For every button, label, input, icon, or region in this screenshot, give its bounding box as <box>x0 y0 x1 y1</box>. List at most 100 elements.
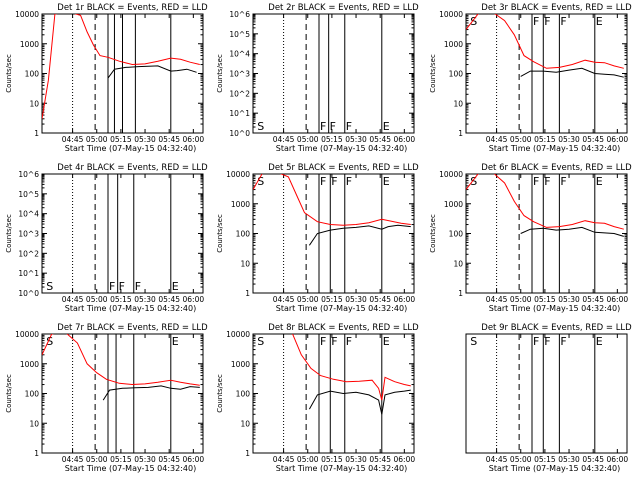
x-tick-label: 06:00 <box>607 135 629 144</box>
x-tick-label: 05:30 <box>345 135 367 144</box>
plot-frame <box>41 333 204 454</box>
lld-series-line <box>42 14 200 119</box>
x-tick-label: 06:00 <box>607 455 629 464</box>
event-marker-label: F <box>331 335 337 348</box>
event-marker-label: S <box>46 280 53 293</box>
y-tick-label: 10^3 <box>229 70 250 79</box>
y-tick-label: 10 <box>453 259 463 268</box>
x-tick-label: 06:00 <box>394 455 416 464</box>
panel-det-4: Det 4r BLACK = Events, RED = LLD 10^0 10^1… <box>5 163 208 313</box>
y-tick-label: 100 <box>25 70 40 79</box>
y-axis-label: Counts/sec <box>5 374 13 413</box>
event-marker-label: F <box>346 175 352 188</box>
event-marker-label: F <box>331 175 337 188</box>
y-tick-label: 1000 <box>20 40 39 49</box>
y-tick-label: 100 <box>449 230 464 239</box>
y-axis-label: Counts/sec <box>216 374 224 413</box>
event-marker-label: F <box>320 175 326 188</box>
events-series-line <box>308 389 411 415</box>
y-axis-label: Counts/sec <box>429 54 437 93</box>
y-tick-label: 1000 <box>231 200 250 209</box>
y-tick-label: 10^5 <box>229 30 250 39</box>
x-axis-label: Start Time (07-May-15 04:32:40) <box>489 464 620 473</box>
events-series-line <box>520 226 624 237</box>
panel-det-3: Det 3r BLACK = Events, RED = LLD 1 10 100 10… <box>429 3 632 153</box>
y-tick-label: 1000 <box>444 40 463 49</box>
y-tick-label: 1 <box>34 449 39 458</box>
x-tick-label: 06:00 <box>183 135 205 144</box>
event-marker-label: F <box>533 15 539 28</box>
events-series-line <box>308 224 411 246</box>
y-tick-label: 10^6 <box>229 10 250 19</box>
x-tick-label: 05:45 <box>369 135 391 144</box>
plot-frame <box>252 173 415 294</box>
y-tick-label: 10 <box>453 99 463 108</box>
x-tick-label: 04:45 <box>62 295 84 304</box>
y-axis-label: Counts/sec <box>5 54 13 93</box>
event-marker-label: E <box>596 175 603 188</box>
event-marker-label: S <box>470 335 477 348</box>
lld-series-line <box>466 14 624 69</box>
x-tick-label: 05:15 <box>321 295 343 304</box>
x-tick-label: 05:15 <box>534 455 556 464</box>
y-axis-label: Counts/sec <box>429 214 437 253</box>
event-marker-label: F <box>119 280 125 293</box>
x-tick-label: 06:00 <box>183 295 205 304</box>
plot-frame <box>252 13 415 134</box>
y-tick-label: 10^4 <box>229 50 250 59</box>
y-tick-label: 1 <box>34 129 39 138</box>
event-marker-label: E <box>383 120 390 133</box>
event-marker-label: S <box>470 15 477 28</box>
event-marker-label: F <box>346 120 352 133</box>
x-tick-label: 06:00 <box>394 135 416 144</box>
plot-frame <box>465 173 628 294</box>
panel-title: Det 2r BLACK = Events, RED = LLD <box>268 3 419 13</box>
y-tick-label: 10^6 <box>18 170 39 179</box>
panel-det-8: Det 8r BLACK = Events, RED = LLD 1 10 100 10… <box>216 323 419 473</box>
event-marker-label: S <box>257 175 264 188</box>
y-tick-label: 10^2 <box>18 249 39 258</box>
panel-title: Det 8r BLACK = Events, RED = LLD <box>268 323 419 333</box>
event-marker-label: E <box>596 15 603 28</box>
event-marker-label: E <box>383 335 390 348</box>
event-marker-label: F <box>560 335 566 348</box>
x-tick-label: 05:30 <box>558 455 580 464</box>
x-axis-label: Start Time (07-May-15 04:32:40) <box>65 144 196 153</box>
y-tick-label: 10^1 <box>18 269 39 278</box>
event-marker-label: E <box>172 280 179 293</box>
panel-det-1: Det 1r BLACK = Events, RED = LLD 1 10 100 10… <box>5 3 208 153</box>
panel-title: Det 7r BLACK = Events, RED = LLD <box>57 323 208 333</box>
lld-series-line <box>466 174 624 230</box>
x-tick-label: 05:00 <box>297 455 319 464</box>
x-tick-label: 05:00 <box>510 295 532 304</box>
plot-frame <box>41 173 204 294</box>
y-tick-label: 10^2 <box>229 89 250 98</box>
x-tick-label: 05:00 <box>510 455 532 464</box>
x-tick-label: 05:30 <box>345 455 367 464</box>
event-marker-label: F <box>544 15 550 28</box>
y-tick-label: 10000 <box>439 170 463 179</box>
x-tick-label: 05:15 <box>321 135 343 144</box>
x-tick-label: 04:45 <box>486 135 508 144</box>
x-tick-label: 05:15 <box>110 135 132 144</box>
y-tick-label: 1 <box>458 289 463 298</box>
y-tick-label: 10000 <box>439 10 463 19</box>
y-tick-label: 10^4 <box>18 210 39 219</box>
x-tick-label: 05:15 <box>321 455 343 464</box>
x-axis-label: Start Time (07-May-15 04:32:40) <box>489 144 620 153</box>
events-series-line <box>102 385 200 401</box>
x-tick-label: 05:15 <box>534 135 556 144</box>
x-tick-label: 05:45 <box>158 455 180 464</box>
x-axis-label: Start Time (07-May-15 04:32:40) <box>276 304 407 313</box>
x-axis-label: Start Time (07-May-15 04:32:40) <box>65 304 196 313</box>
x-axis-label: Start Time (07-May-15 04:32:40) <box>65 464 196 473</box>
x-tick-label: 05:45 <box>582 295 604 304</box>
panel-title: Det 6r BLACK = Events, RED = LLD <box>481 163 632 173</box>
panel-det-7: Det 7r BLACK = Events, RED = LLD 1 10 100 10… <box>5 323 208 473</box>
plot-frame <box>465 333 628 454</box>
x-tick-label: 06:00 <box>183 455 205 464</box>
event-marker-label: F <box>330 120 336 133</box>
event-marker-label: E <box>383 175 390 188</box>
plot-frame <box>465 13 628 134</box>
